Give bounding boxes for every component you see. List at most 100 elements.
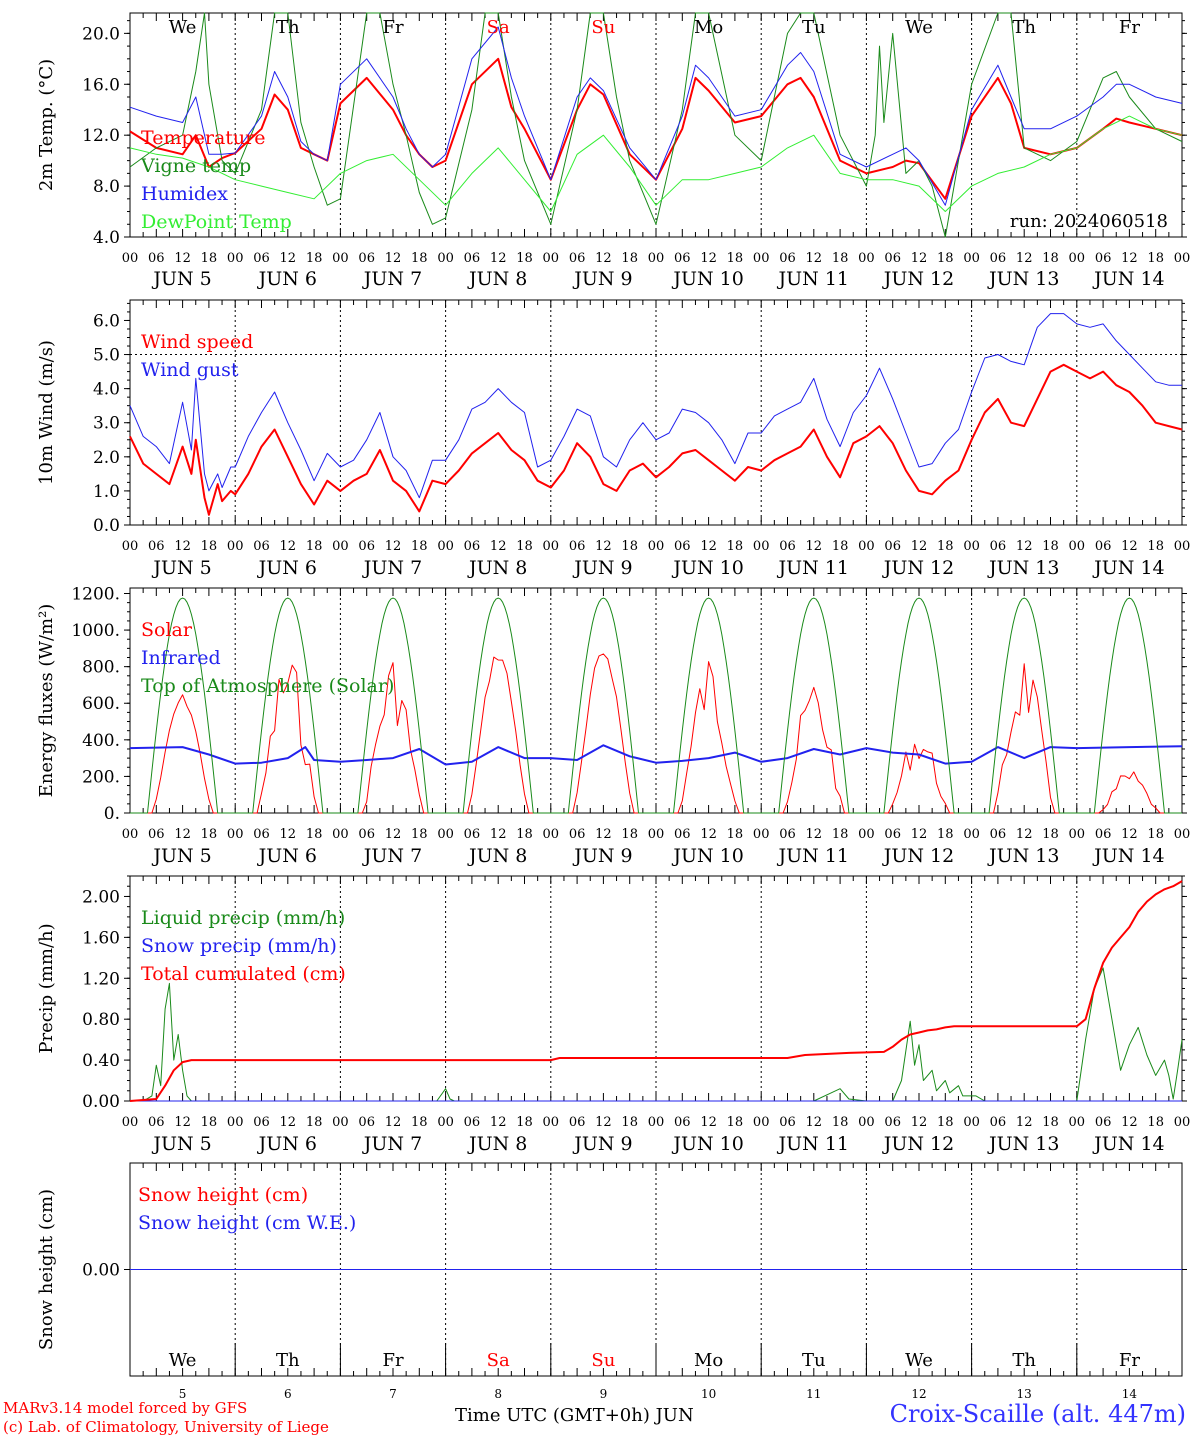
legend-label: Humidex bbox=[141, 183, 228, 205]
weekday-label: Mo bbox=[694, 1350, 723, 1371]
hour-tick-label: 06 bbox=[990, 539, 1007, 554]
date-label: JUN 9 bbox=[572, 557, 632, 579]
day-number-label: 10 bbox=[701, 1387, 716, 1401]
hour-tick-label: 12 bbox=[700, 1115, 717, 1130]
hour-tick-label: 18 bbox=[1042, 827, 1059, 842]
date-label: JUN 11 bbox=[777, 557, 849, 579]
weekday-label: Su bbox=[591, 17, 615, 38]
y-tick-label: 0.40 bbox=[82, 1051, 120, 1071]
y-tick-label: 16.0 bbox=[82, 75, 120, 95]
series-dewpoint-temp bbox=[129, 115, 1183, 212]
hour-tick-label: 06 bbox=[779, 251, 796, 266]
hour-tick-label: 00 bbox=[543, 251, 560, 266]
hour-tick-label: 12 bbox=[1121, 1115, 1138, 1130]
hour-tick-label: 06 bbox=[779, 1115, 796, 1130]
weekday-label: We bbox=[169, 1350, 197, 1371]
hour-tick-label: 18 bbox=[306, 1115, 323, 1130]
hour-tick-label: 18 bbox=[306, 827, 323, 842]
date-label: JUN 10 bbox=[671, 1133, 743, 1155]
date-label: JUN 11 bbox=[777, 1133, 849, 1155]
hour-tick-label: 12 bbox=[700, 827, 717, 842]
hour-tick-label: 18 bbox=[621, 539, 638, 554]
hour-tick-label: 12 bbox=[1016, 827, 1033, 842]
weekday-label: Sa bbox=[487, 1350, 510, 1371]
date-label: JUN 6 bbox=[257, 268, 317, 290]
hour-tick-label: 12 bbox=[385, 827, 402, 842]
legend-label: Snow height (cm W.E.) bbox=[138, 1212, 356, 1234]
hour-tick-label: 06 bbox=[674, 1115, 691, 1130]
hour-tick-label: 12 bbox=[1016, 539, 1033, 554]
run-label: run: 2024060518 bbox=[1010, 211, 1168, 232]
hour-tick-label: 12 bbox=[911, 1115, 928, 1130]
hour-tick-label: 18 bbox=[832, 251, 849, 266]
series-top-of-atmosphere-solar- bbox=[130, 597, 1182, 814]
hour-tick-label: 12 bbox=[806, 539, 823, 554]
y-tick-label: 8.0 bbox=[93, 177, 120, 197]
hour-tick-label: 12 bbox=[174, 1115, 191, 1130]
hour-tick-label: 18 bbox=[201, 1115, 218, 1130]
day-number-label: 12 bbox=[911, 1387, 926, 1401]
y-tick-label: 20.0 bbox=[82, 24, 120, 44]
legend-label: Liquid precip (mm/h) bbox=[141, 907, 345, 929]
hour-tick-label: 12 bbox=[385, 539, 402, 554]
y-tick-label: 1.20 bbox=[82, 969, 120, 989]
y-tick-label: 1000. bbox=[71, 621, 120, 641]
hour-tick-label: 18 bbox=[937, 1115, 954, 1130]
legend-label: DewPoint Temp bbox=[141, 211, 292, 233]
hour-tick-label: 12 bbox=[595, 827, 612, 842]
hour-tick-label: 06 bbox=[990, 251, 1007, 266]
weekday-label: Fr bbox=[1119, 1350, 1140, 1371]
weekday-label: Fr bbox=[1119, 17, 1140, 38]
hour-tick-label: 00 bbox=[227, 539, 244, 554]
hour-tick-label: 18 bbox=[621, 251, 638, 266]
hour-tick-label: 00 bbox=[1069, 251, 1086, 266]
date-label: JUN 7 bbox=[362, 1133, 422, 1155]
weekday-label: Sa bbox=[487, 17, 510, 38]
hour-tick-label: 18 bbox=[832, 1115, 849, 1130]
hour-tick-label: 18 bbox=[201, 539, 218, 554]
hour-tick-label: 12 bbox=[385, 1115, 402, 1130]
hour-tick-label: 12 bbox=[595, 1115, 612, 1130]
y-tick-label: 1.0 bbox=[93, 482, 120, 502]
date-label: JUN 12 bbox=[882, 557, 954, 579]
hour-tick-label: 12 bbox=[1016, 251, 1033, 266]
legend-label: Snow precip (mm/h) bbox=[141, 935, 337, 957]
weekday-label: Th bbox=[276, 1350, 300, 1371]
y-axis-title: 2m Temp. (°C) bbox=[36, 59, 57, 191]
hour-tick-label: 12 bbox=[1121, 251, 1138, 266]
hour-tick-label: 06 bbox=[253, 539, 270, 554]
y-tick-label: 600. bbox=[82, 694, 120, 714]
series-temperature bbox=[129, 57, 1183, 200]
legend-label: Top of Atmosphere (Solar) bbox=[141, 675, 394, 697]
hour-tick-label: 06 bbox=[358, 539, 375, 554]
hour-tick-label: 00 bbox=[332, 251, 349, 266]
hour-tick-label: 12 bbox=[700, 539, 717, 554]
date-label: JUN 5 bbox=[151, 557, 211, 579]
hour-tick-label: 00 bbox=[437, 251, 454, 266]
weekday-label: We bbox=[905, 1350, 933, 1371]
hour-tick-label: 06 bbox=[884, 827, 901, 842]
y-tick-label: 6.0 bbox=[93, 311, 120, 331]
hour-tick-label: 00 bbox=[227, 1115, 244, 1130]
date-label: JUN 10 bbox=[671, 268, 743, 290]
hour-tick-label: 06 bbox=[990, 1115, 1007, 1130]
hour-tick-label: 12 bbox=[1016, 1115, 1033, 1130]
hour-tick-label: 00 bbox=[1069, 539, 1086, 554]
credit-line-1: MARv3.14 model forced by GFS bbox=[3, 1399, 248, 1417]
weekday-label: Su bbox=[591, 1350, 615, 1371]
date-label: JUN 10 bbox=[671, 557, 743, 579]
hour-tick-label: 12 bbox=[280, 539, 297, 554]
date-label: JUN 14 bbox=[1092, 268, 1164, 290]
date-label: JUN 13 bbox=[987, 1133, 1059, 1155]
date-label: JUN 14 bbox=[1092, 1133, 1164, 1155]
hour-tick-label: 18 bbox=[727, 827, 744, 842]
date-label: JUN 12 bbox=[882, 1133, 954, 1155]
credits: MARv3.14 model forced by GFS (c) Lab. of… bbox=[3, 1399, 329, 1437]
y-tick-label: 2.00 bbox=[82, 887, 120, 907]
date-label: JUN 6 bbox=[257, 1133, 317, 1155]
hour-tick-label: 00 bbox=[543, 539, 560, 554]
y-tick-label: 0.0 bbox=[93, 516, 120, 536]
hour-tick-label: 06 bbox=[1095, 827, 1112, 842]
hour-tick-label: 18 bbox=[727, 251, 744, 266]
date-label: JUN 6 bbox=[257, 845, 317, 867]
